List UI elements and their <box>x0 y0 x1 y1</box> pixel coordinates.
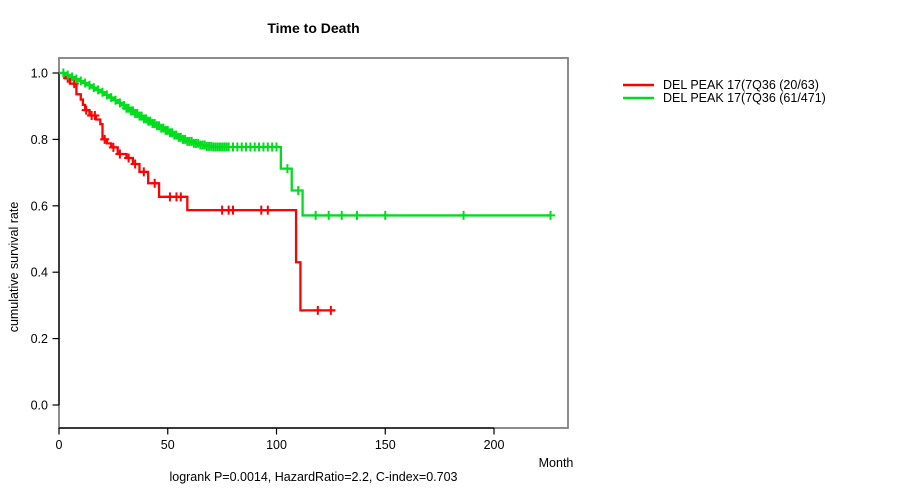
y-tick-label: 0.4 <box>31 266 48 280</box>
legend-line-red-icon <box>623 83 654 86</box>
y-tick-label: 0.8 <box>31 133 48 147</box>
y-tick-label: 0.2 <box>31 332 48 346</box>
legend-line-green-icon <box>623 97 654 100</box>
legend-item-group1: DEL PEAK 17(7Q36 (20/63) <box>622 78 826 92</box>
x-tick-label: 100 <box>266 438 287 452</box>
y-tick-label: 1.0 <box>31 67 48 81</box>
censor-marks-green <box>58 68 556 220</box>
x-tick-label: 150 <box>375 438 396 452</box>
survival-curve-red <box>59 71 336 312</box>
y-tick-label: 0.0 <box>31 399 48 413</box>
x-axis-label: Month <box>538 456 574 470</box>
stats-caption: logrank P=0.0014, HazardRatio=2.2, C-ind… <box>169 470 458 484</box>
legend-label-group1: DEL PEAK 17(7Q36 (20/63) <box>663 77 819 92</box>
y-tick-label: 0.6 <box>31 199 48 213</box>
chart-title: Time to Death <box>267 20 360 36</box>
legend-item-group2: DEL PEAK 17(7Q36 (61/471) <box>622 91 826 106</box>
x-tick-label: 200 <box>484 438 505 452</box>
censor-marks-red <box>63 73 336 315</box>
x-tick-label: 0 <box>56 438 63 452</box>
legend-label-group2: DEL PEAK 17(7Q36 (61/471) <box>663 91 826 106</box>
survival-curve-green <box>59 71 551 217</box>
x-tick-label: 50 <box>161 438 175 452</box>
legend: DEL PEAK 17(7Q36 (20/63) DEL PEAK 17(7Q3… <box>622 78 826 105</box>
